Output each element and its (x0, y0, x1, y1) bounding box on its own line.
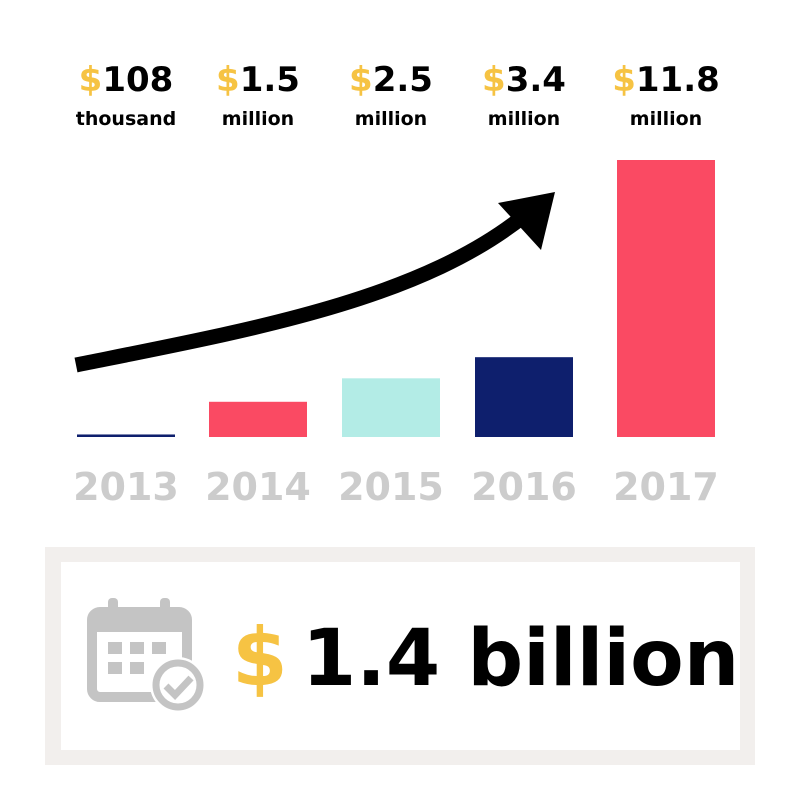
bar (617, 160, 715, 437)
currency-symbol: $ (612, 60, 636, 100)
value-number: 3.4 (506, 60, 566, 100)
year-label: 2015 (338, 465, 444, 509)
value-number: 1.5 (240, 60, 300, 100)
bar (342, 378, 440, 437)
value-unit: thousand (76, 108, 176, 130)
total-box (61, 562, 740, 750)
year-label: 2013 (73, 465, 179, 509)
currency-symbol: $ (79, 60, 103, 100)
arrow-head (498, 192, 555, 250)
total-currency: $ (232, 611, 288, 704)
value-label: $1.5 (216, 60, 300, 100)
value-unit: million (488, 108, 560, 130)
bar (77, 434, 175, 437)
year-label: 2014 (205, 465, 311, 509)
value-label: $11.8 (612, 60, 720, 100)
currency-symbol: $ (349, 60, 373, 100)
bar (475, 357, 573, 437)
value-number: 2.5 (373, 60, 433, 100)
total-value: 1.4 billion (302, 614, 739, 704)
year-label: 2016 (471, 465, 577, 509)
bar (209, 401, 307, 437)
value-label: $108 (79, 60, 174, 100)
currency-symbol: $ (216, 60, 240, 100)
value-unit: million (630, 108, 702, 130)
value-number: 11.8 (636, 60, 720, 100)
value-label: $3.4 (482, 60, 566, 100)
value-unit: million (355, 108, 427, 130)
trend-arrow (74, 209, 530, 373)
year-label: 2017 (613, 465, 719, 509)
calendar-icon (87, 598, 206, 713)
currency-symbol: $ (482, 60, 506, 100)
value-number: 108 (102, 60, 173, 100)
value-unit: million (222, 108, 294, 130)
value-label: $2.5 (349, 60, 433, 100)
